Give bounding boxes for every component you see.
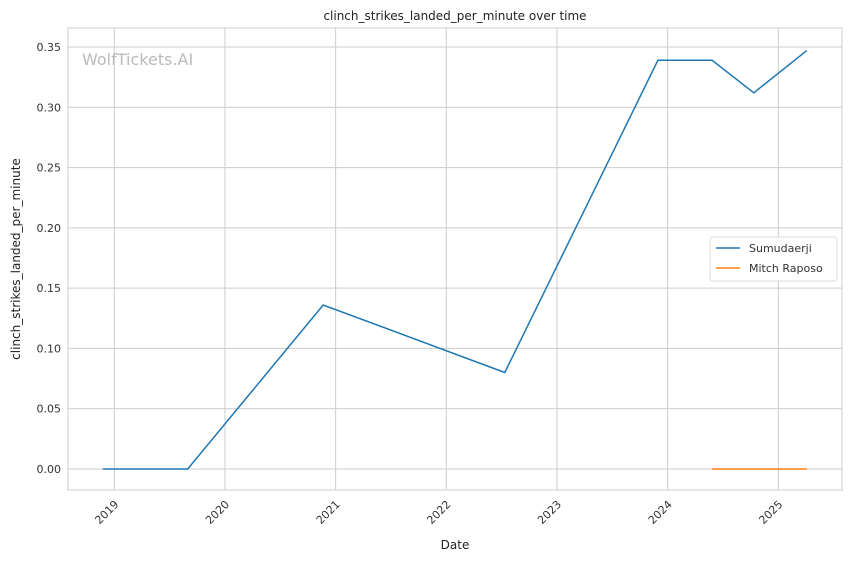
x-tick-labels: 2019 2020 2021 2022 2023 2024 2025 — [92, 498, 785, 527]
x-tick-label: 2022 — [424, 498, 453, 527]
y-tick-label: 0.00 — [37, 463, 62, 476]
x-tick-label: 2020 — [203, 498, 232, 527]
x-axis-label: Date — [441, 538, 470, 552]
chart-title: clinch_strikes_landed_per_minute over ti… — [323, 9, 586, 23]
x-tick-label: 2019 — [92, 498, 121, 527]
series-line-sumudaerji — [102, 50, 808, 470]
legend-label: Mitch Raposo — [749, 262, 823, 275]
x-tick-label: 2025 — [756, 498, 785, 527]
legend-box — [709, 236, 838, 282]
y-tick-labels: 0.00 0.05 0.10 0.15 0.20 0.25 0.30 0.35 — [37, 41, 62, 476]
series-lines — [102, 50, 808, 470]
y-tick-label: 0.10 — [37, 342, 62, 355]
y-tick-label: 0.05 — [37, 403, 62, 416]
y-tick-label: 0.25 — [37, 162, 62, 175]
x-tick-label: 2023 — [535, 498, 564, 527]
legend-label: Sumudaerji — [749, 242, 812, 255]
watermark: WolfTickets.AI — [82, 50, 193, 69]
y-tick-label: 0.30 — [37, 101, 62, 114]
x-tick-label: 2024 — [646, 498, 675, 527]
y-tick-label: 0.15 — [37, 282, 62, 295]
grid — [68, 28, 842, 490]
y-axis-label: clinch_strikes_landed_per_minute — [9, 158, 23, 360]
plot-frame — [67, 27, 843, 491]
y-tick-label: 0.35 — [37, 41, 62, 54]
legend: Sumudaerji Mitch Raposo — [709, 236, 838, 282]
x-tick-label: 2021 — [314, 498, 343, 527]
y-tick-label: 0.20 — [37, 222, 62, 235]
